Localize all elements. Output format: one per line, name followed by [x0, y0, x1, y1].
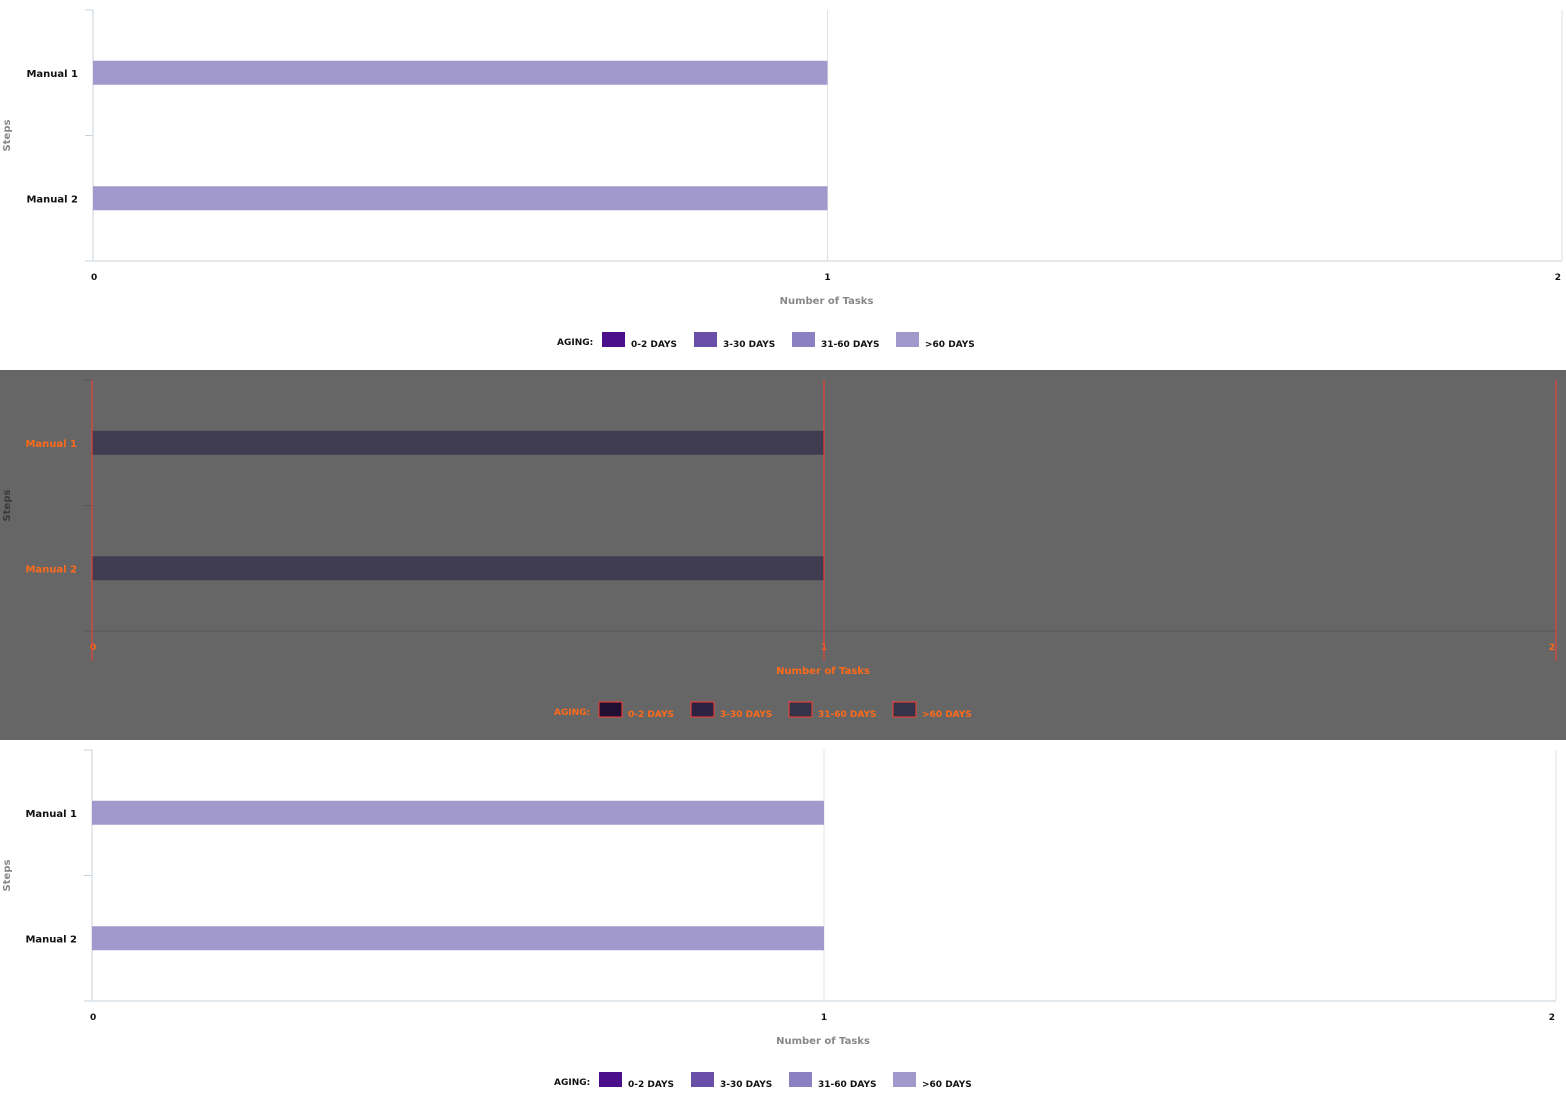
- y-category-label: Manual 2: [25, 934, 77, 945]
- legend-swatch[interactable]: [598, 701, 623, 718]
- y-axis-title: Steps: [2, 120, 13, 152]
- legend-swatch[interactable]: [789, 1072, 812, 1087]
- x-tick-label: 0: [91, 273, 97, 283]
- legend-label: >60 DAYS: [922, 1080, 972, 1090]
- x-axis-title: Number of Tasks: [776, 1036, 870, 1047]
- y-axis-title: Steps: [2, 490, 13, 522]
- y-axis-title: Steps: [2, 860, 13, 892]
- legend-swatch[interactable]: [896, 332, 919, 347]
- legend-label: >60 DAYS: [925, 340, 975, 350]
- bar-manual-2[interactable]: [92, 926, 824, 951]
- bar-chart: Manual 1 Manual 2 Steps 0 1 2 Number of Tasks A…: [2, 9, 1563, 350]
- legend-label: 0-2 DAYS: [628, 1080, 674, 1090]
- bar-manual-1[interactable]: [92, 430, 824, 455]
- bar-manual-1[interactable]: [93, 60, 828, 85]
- x-tick-label: 2: [1555, 273, 1561, 283]
- x-tick-label: 0: [90, 643, 96, 653]
- legend-swatch[interactable]: [893, 1072, 916, 1087]
- legend: AGING: 0-2 DAYS 3-30 DAYS 31-60 DAYS >60 DAY…: [554, 1072, 972, 1090]
- legend-swatch[interactable]: [892, 701, 917, 718]
- x-tick-label: 1: [821, 1013, 827, 1023]
- x-tick-label: 0: [90, 1013, 96, 1023]
- x-axis-title: Number of Tasks: [776, 666, 870, 677]
- legend-swatch[interactable]: [792, 332, 815, 347]
- legend-swatch[interactable]: [690, 701, 715, 718]
- legend-swatch[interactable]: [602, 332, 625, 347]
- y-category-label: Manual 2: [25, 564, 77, 575]
- legend-swatch[interactable]: [788, 701, 813, 718]
- x-tick-label: 2: [1549, 643, 1555, 653]
- legend-label: 0-2 DAYS: [631, 340, 677, 350]
- y-category-label: Manual 1: [25, 439, 77, 450]
- x-tick-label: 1: [824, 273, 830, 283]
- legend: AGING: 0-2 DAYS 3-30 DAYS 31-60 DAYS >60 DAY…: [554, 701, 972, 720]
- y-category-label: Manual 2: [26, 194, 78, 205]
- chart-panel-1: Manual 1 Manual 2 Steps 0 1 2 Number of Tasks A…: [0, 0, 1566, 370]
- legend-swatch[interactable]: [599, 1072, 622, 1087]
- legend-label: >60 DAYS: [922, 710, 972, 720]
- y-category-label: Manual 1: [25, 809, 77, 820]
- legend-label: 31-60 DAYS: [821, 340, 880, 350]
- legend-label: 0-2 DAYS: [628, 710, 674, 720]
- bar-chart: Manual 1 Manual 2 Steps 0 1 2 Number of Tasks A…: [2, 749, 1557, 1090]
- legend: AGING: 0-2 DAYS 3-30 DAYS 31-60 DAYS >60 DAY…: [557, 332, 975, 350]
- bar-manual-1[interactable]: [92, 800, 824, 825]
- y-category-label: Manual 1: [26, 69, 78, 80]
- legend-title: AGING:: [554, 1078, 590, 1088]
- bar-manual-2[interactable]: [92, 556, 824, 581]
- legend-title: AGING:: [557, 338, 593, 348]
- chart-panel-3: Manual 1 Manual 2 Steps 0 1 2 Number of Tasks A…: [0, 740, 1566, 1110]
- x-axis-title: Number of Tasks: [780, 296, 874, 307]
- bar-manual-2[interactable]: [93, 186, 828, 211]
- legend-swatch[interactable]: [694, 332, 717, 347]
- legend-label: 3-30 DAYS: [723, 340, 775, 350]
- legend-label: 3-30 DAYS: [720, 1080, 772, 1090]
- legend-label: 31-60 DAYS: [818, 1080, 877, 1090]
- x-tick-label: 2: [1549, 1013, 1555, 1023]
- legend-swatch[interactable]: [691, 1072, 714, 1087]
- legend-label: 31-60 DAYS: [818, 710, 877, 720]
- legend-title: AGING:: [554, 708, 590, 718]
- legend-label: 3-30 DAYS: [720, 710, 772, 720]
